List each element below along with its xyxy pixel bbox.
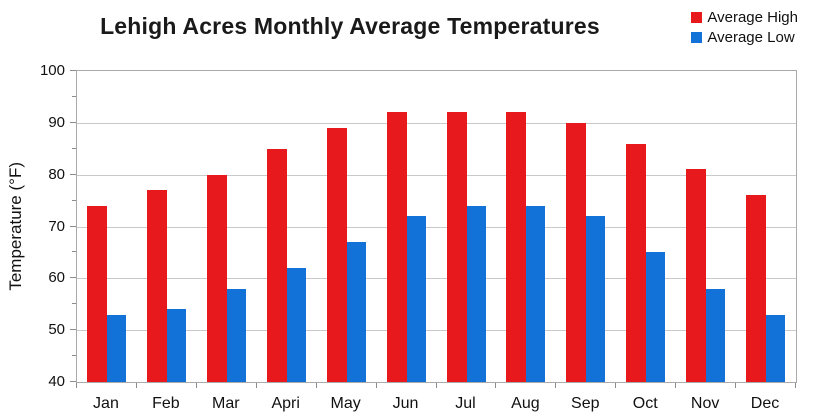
gridline-90 [77, 122, 796, 124]
x-axis-label-aug: Aug [511, 395, 540, 412]
bar-average-low-mar [226, 288, 246, 382]
legend: Average High Average Low [691, 9, 798, 46]
y-axis-minor-tick-75 [72, 199, 76, 201]
bar-average-high-sep [566, 122, 587, 382]
y-axis-tick-label-50: 50 [48, 321, 65, 339]
bar-average-low-feb [166, 309, 186, 382]
bar-average-high-aug [506, 112, 527, 382]
x-axis-tick-4 [315, 383, 317, 388]
x-axis-tick-11 [735, 383, 737, 388]
y-axis-minor-tick-55 [72, 303, 76, 305]
bar-average-low-may [346, 242, 366, 382]
x-axis-label-jun: Jun [392, 395, 419, 412]
bar-average-low-jul [466, 205, 486, 382]
y-axis-major-tick-60 [70, 277, 76, 279]
y-axis-tick-label-90: 90 [48, 113, 65, 131]
y-axis-tick-label-70: 70 [48, 217, 65, 235]
y-axis-minor-tick-65 [72, 251, 76, 253]
x-axis-tick-12 [795, 383, 796, 388]
legend-item-average-high: Average High [691, 9, 798, 26]
x-axis-tick-2 [195, 383, 197, 388]
plot-area [76, 70, 797, 383]
y-axis-minor-tick-95 [72, 95, 76, 97]
bar-average-high-apri [266, 148, 287, 382]
gridline-70 [77, 226, 796, 228]
y-axis-major-tick-90 [70, 121, 76, 123]
bar-average-high-jul [446, 112, 467, 382]
x-axis-label-dec: Dec [750, 395, 780, 412]
y-axis-tick-label-60: 60 [48, 269, 65, 287]
y-axis-tick-label-100: 100 [39, 62, 65, 79]
x-axis-label-sep: Sep [571, 395, 600, 412]
x-axis-tick-0 [76, 383, 77, 388]
x-axis-label-nov: Nov [690, 395, 720, 412]
x-axis-tick-6 [435, 383, 437, 388]
gridline-60 [77, 278, 796, 280]
bar-average-high-nov [686, 169, 707, 382]
x-axis-tick-7 [495, 383, 497, 388]
y-axis-minor-tick-85 [72, 147, 76, 149]
chart-title: Lehigh Acres Monthly Average Temperature… [100, 13, 600, 39]
x-axis-tick-8 [555, 383, 557, 388]
x-axis-label-mar: Mar [212, 395, 240, 412]
gridline-50 [77, 330, 796, 332]
x-axis-tick-9 [615, 383, 617, 388]
x-axis-label-oct: Oct [632, 395, 658, 412]
gridline-80 [77, 174, 796, 176]
x-axis-tick-10 [675, 383, 677, 388]
bar-average-low-jan [107, 314, 126, 382]
y-axis-tick-label-40: 40 [48, 373, 65, 390]
legend-label-average-low: Average Low [707, 29, 795, 46]
bar-average-low-oct [646, 252, 666, 382]
legend-swatch-average-high-icon [691, 12, 703, 23]
x-axis-label-jan: Jan [93, 395, 119, 412]
y-axis-major-tick-40 [70, 381, 76, 382]
y-axis-title: Temperature (°F) [6, 162, 25, 291]
bar-average-low-sep [586, 216, 606, 382]
bar-average-low-dec [766, 314, 786, 382]
bar-average-low-nov [706, 288, 726, 382]
bar-average-high-jan [87, 205, 107, 382]
bar-average-low-jun [406, 216, 426, 382]
x-axis-label-may: May [330, 395, 361, 412]
y-axis-major-tick-50 [70, 329, 76, 331]
bar-average-high-oct [626, 143, 647, 382]
bar-average-low-aug [526, 205, 546, 382]
y-axis-major-tick-100 [70, 70, 76, 71]
bar-average-high-dec [746, 195, 767, 382]
x-axis-label-feb: Feb [152, 395, 180, 412]
x-axis-tick-1 [135, 383, 137, 388]
bar-average-low-apri [286, 267, 306, 382]
bar-average-high-jun [386, 112, 407, 382]
y-axis-major-tick-70 [70, 225, 76, 227]
y-axis-tick-label-80: 80 [48, 165, 65, 183]
bar-average-high-mar [206, 174, 227, 382]
x-axis-tick-5 [375, 383, 377, 388]
bar-average-high-may [326, 128, 347, 382]
y-axis-minor-tick-45 [72, 355, 76, 357]
legend-label-average-high: Average High [707, 9, 798, 26]
y-axis-major-tick-80 [70, 173, 76, 175]
x-axis-label-apri: Apri [271, 395, 300, 412]
legend-swatch-average-low-icon [691, 32, 703, 43]
legend-item-average-low: Average Low [691, 29, 798, 46]
x-axis-tick-3 [255, 383, 257, 388]
x-axis-label-jul: Jul [455, 395, 476, 412]
bar-average-high-feb [146, 190, 167, 382]
